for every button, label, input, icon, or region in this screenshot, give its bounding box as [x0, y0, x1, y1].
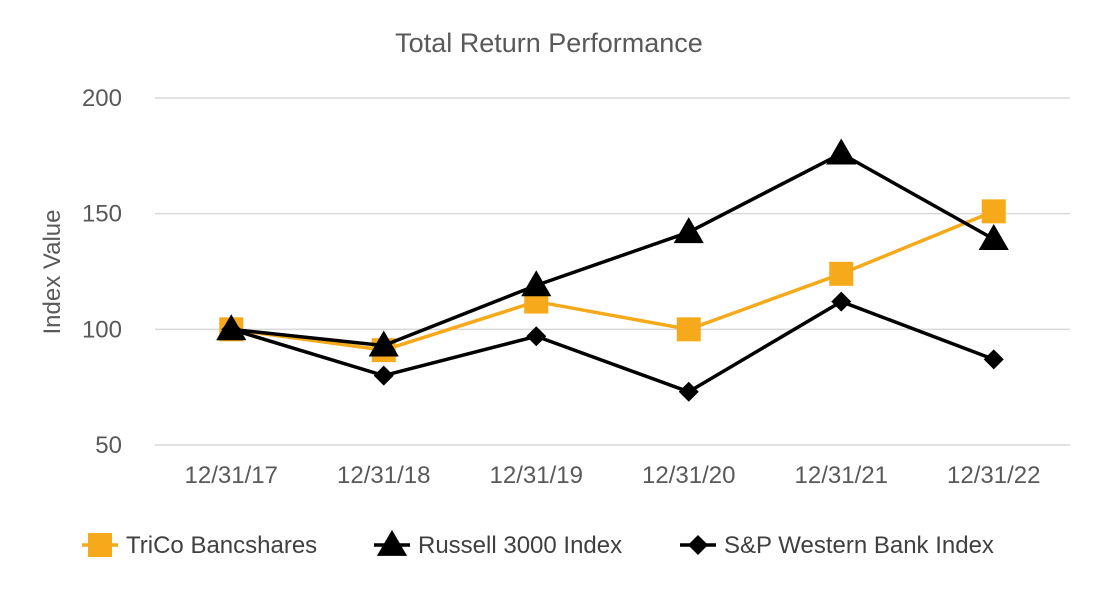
- data-point: [221, 319, 242, 340]
- legend-label: Russell 3000 Index: [418, 532, 622, 559]
- data-point: [981, 199, 1006, 224]
- y-axis-label: Index Value: [39, 210, 66, 335]
- series-lines: [216, 138, 1009, 402]
- x-tick-label: 12/31/19: [490, 462, 583, 489]
- legend-marker: [88, 533, 112, 557]
- x-tick-label: 12/31/20: [642, 462, 735, 489]
- data-point: [831, 291, 852, 312]
- legend-item-russell-3000-index: Russell 3000 Index: [374, 529, 622, 559]
- data-point: [829, 261, 854, 286]
- x-tick-label: 12/31/17: [185, 462, 278, 489]
- y-axis-ticks: 50 100 150 200: [82, 85, 122, 459]
- x-tick-label: 12/31/22: [947, 462, 1040, 489]
- series-trico-bancshares: [219, 199, 1006, 363]
- series-line-trico-bancshares: [231, 209, 995, 352]
- data-point: [673, 217, 704, 244]
- data-point: [521, 270, 552, 297]
- data-point: [983, 349, 1004, 370]
- y-tick-label: 200: [82, 85, 122, 112]
- data-point: [678, 381, 699, 402]
- series-russell-3000-index: [216, 138, 1009, 357]
- data-point: [368, 330, 399, 357]
- legend-marker: [688, 535, 708, 555]
- x-tick-label: 12/31/21: [795, 462, 888, 489]
- legend-marker: [376, 529, 408, 556]
- x-tick-label: 12/31/18: [337, 462, 430, 489]
- legend-label: TriCo Bancshares: [126, 532, 317, 559]
- series-line-russell-3000-index: [231, 151, 995, 348]
- gridlines: [155, 97, 1070, 446]
- legend-item-s-p-western-bank-index: S&P Western Bank Index: [680, 532, 994, 559]
- data-point: [978, 224, 1009, 251]
- y-tick-label: 100: [82, 316, 122, 343]
- series-s-p-western-bank-index: [221, 291, 1004, 402]
- legend: TriCo Bancshares Russell 3000 Index S&P We…: [82, 529, 994, 559]
- data-point: [526, 326, 547, 347]
- y-tick-label: 150: [82, 201, 122, 228]
- x-axis-ticks: 12/31/17 12/31/18 12/31/19 12/31/20 12/31/21…: [185, 462, 1041, 489]
- chart-title: Total Return Performance: [395, 28, 703, 58]
- data-point: [826, 138, 857, 165]
- data-point: [373, 365, 394, 386]
- data-point: [676, 317, 701, 342]
- legend-item-trico-bancshares: TriCo Bancshares: [82, 532, 317, 559]
- legend-label: S&P Western Bank Index: [724, 532, 994, 559]
- series-line-s-p-western-bank-index: [230, 299, 995, 394]
- y-tick-label: 50: [95, 432, 122, 459]
